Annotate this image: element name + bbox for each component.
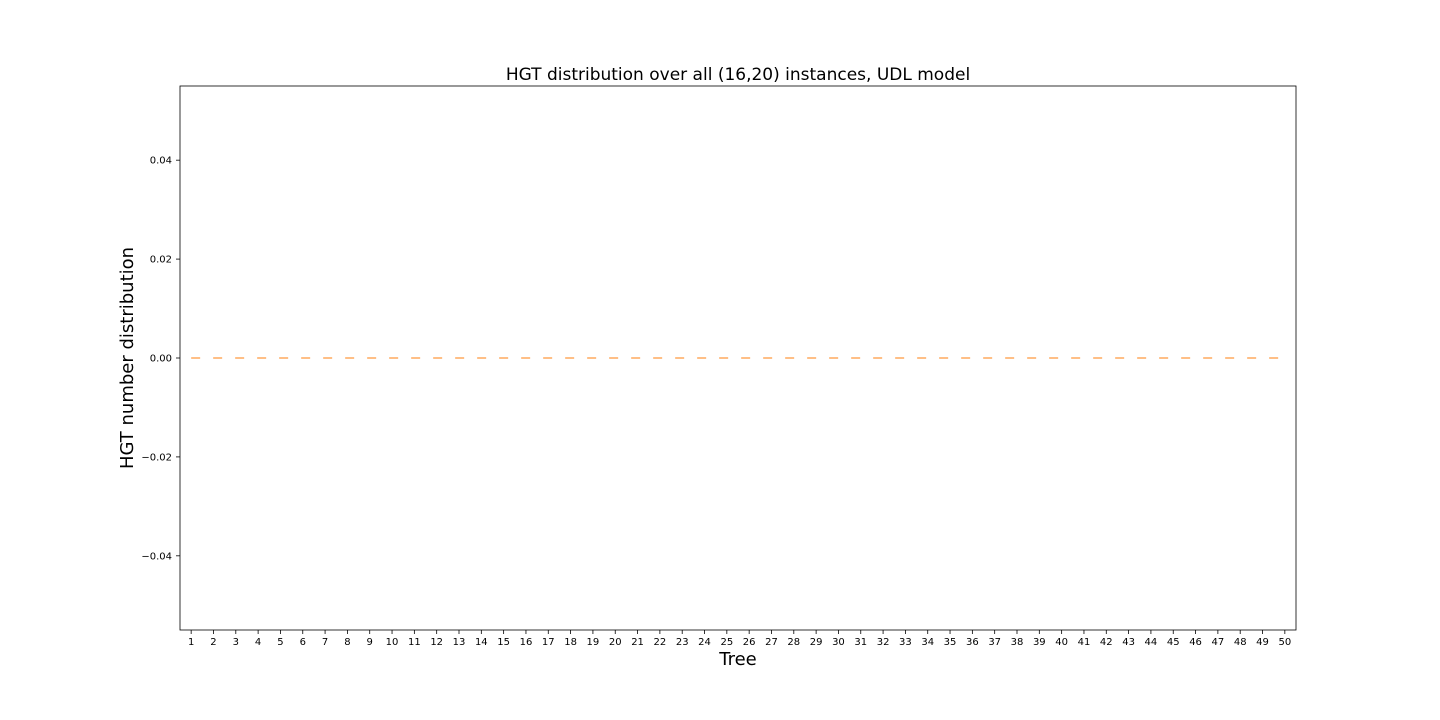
x-tick-label: 46 xyxy=(1189,637,1202,648)
plot-area: −0.04−0.020.000.020.041 2 3 4 5 6 7 8 9 10 11 12 13 1… xyxy=(141,85,1297,648)
x-tick-label: 2 xyxy=(210,637,216,648)
x-tick-label: 37 xyxy=(988,637,1001,648)
x-tick-label: 32 xyxy=(877,637,890,648)
x-tick-label: 26 xyxy=(743,637,756,648)
x-tick-label: 19 xyxy=(587,637,600,648)
y-tick-label: −0.04 xyxy=(141,551,172,562)
x-tick-label: 29 xyxy=(810,637,823,648)
x-tick-label: 40 xyxy=(1055,637,1068,648)
x-axis-title: Tree xyxy=(718,649,757,670)
y-tick-label: −0.02 xyxy=(141,452,172,463)
x-tick-label: 6 xyxy=(300,637,306,648)
x-tick-label: 27 xyxy=(765,637,778,648)
chart-title: HGT distribution over all (16,20) instan… xyxy=(506,65,970,85)
x-tick-label: 36 xyxy=(966,637,979,648)
x-tick-label: 15 xyxy=(497,637,510,648)
x-tick-label: 41 xyxy=(1078,637,1091,648)
x-tick-label: 25 xyxy=(720,637,733,648)
x-tick-label: 9 xyxy=(367,637,373,648)
x-tick-label: 18 xyxy=(564,637,577,648)
x-tick-label: 43 xyxy=(1122,637,1135,648)
x-tick-label: 13 xyxy=(453,637,466,648)
x-tick-label: 48 xyxy=(1234,637,1247,648)
x-tick-label: 8 xyxy=(344,637,350,648)
x-tick-label: 44 xyxy=(1145,637,1158,648)
x-tick-label: 21 xyxy=(631,637,644,648)
x-tick-label: 14 xyxy=(475,637,488,648)
x-tick-label: 17 xyxy=(542,637,555,648)
x-tick-label: 34 xyxy=(921,637,934,648)
x-tick-label: 3 xyxy=(233,637,239,648)
x-tick-label: 38 xyxy=(1011,637,1024,648)
x-tick-label: 20 xyxy=(609,637,622,648)
x-tick-label: 39 xyxy=(1033,637,1046,648)
x-tick-label: 11 xyxy=(408,637,421,648)
x-tick-label: 42 xyxy=(1100,637,1113,648)
x-tick-label: 7 xyxy=(322,637,328,648)
x-tick-label: 47 xyxy=(1212,637,1225,648)
y-tick-label: 0.00 xyxy=(150,354,172,365)
y-axis-title: HGT number distribution xyxy=(117,247,138,469)
x-tick-label: 45 xyxy=(1167,637,1180,648)
x-tick-label: 35 xyxy=(944,637,957,648)
x-tick-label: 31 xyxy=(854,637,867,648)
x-tick-label: 22 xyxy=(654,637,667,648)
x-tick-label: 30 xyxy=(832,637,845,648)
x-tick-label: 49 xyxy=(1256,637,1269,648)
x-tick-label: 28 xyxy=(787,637,800,648)
x-tick-label: 33 xyxy=(899,637,912,648)
y-tick-label: 0.04 xyxy=(150,156,172,167)
x-tick-label: 4 xyxy=(255,637,261,648)
x-tick-label: 1 xyxy=(188,637,194,648)
x-tick-label: 24 xyxy=(698,637,711,648)
x-tick-label: 12 xyxy=(430,637,443,648)
x-tick-label: 23 xyxy=(676,637,689,648)
x-tick-label: 50 xyxy=(1278,637,1291,648)
x-tick-label: 16 xyxy=(520,637,533,648)
y-tick-label: 0.02 xyxy=(150,255,172,266)
x-tick-label: 5 xyxy=(277,637,283,648)
x-tick-label: 10 xyxy=(386,637,399,648)
